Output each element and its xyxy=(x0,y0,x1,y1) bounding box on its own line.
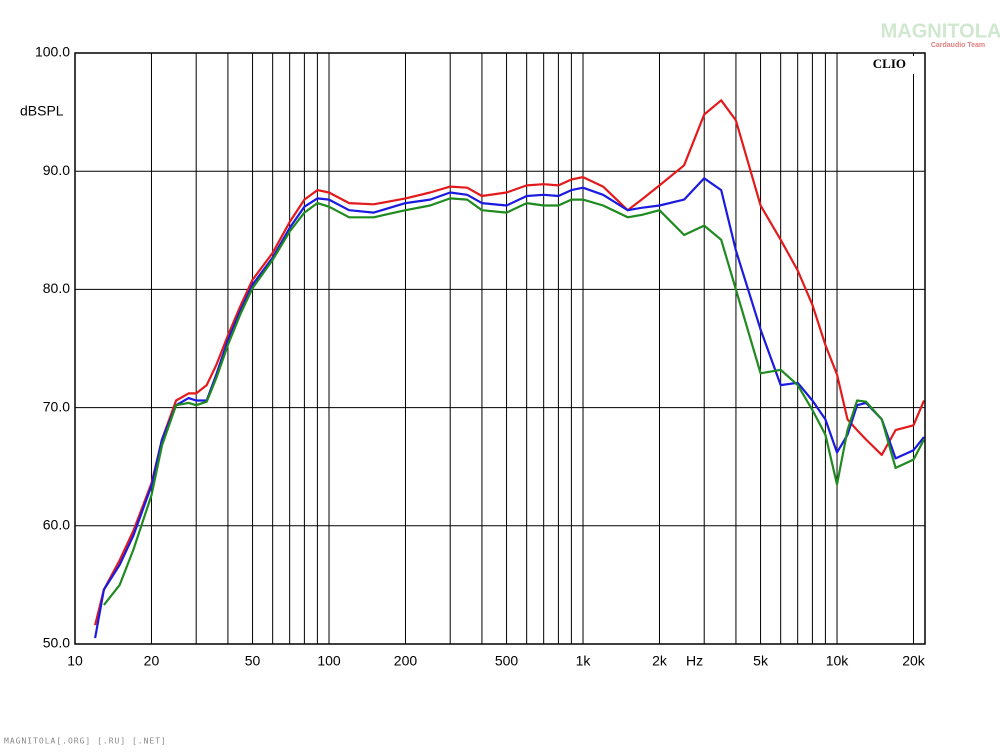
series-line xyxy=(103,197,925,606)
y-tick-label: 90.0 xyxy=(43,162,70,178)
x-unit: Hz xyxy=(686,653,703,669)
series-line xyxy=(94,177,925,639)
y-tick-label: 100.0 xyxy=(35,44,70,60)
x-tick-label: 5k xyxy=(753,653,769,669)
x-tick-label: 2k xyxy=(652,653,668,669)
x-tick-label: 200 xyxy=(394,653,418,669)
y-axis-label: dBSPL xyxy=(20,103,64,119)
brand-box xyxy=(860,56,922,74)
x-tick-label: 500 xyxy=(495,653,519,669)
y-tick-label: 60.0 xyxy=(43,517,70,533)
watermark-title: MAGNITOLA xyxy=(881,20,1000,42)
x-tick-label: 20 xyxy=(144,653,160,669)
x-tick-label: 20k xyxy=(902,653,926,669)
x-tick-label: 10 xyxy=(67,653,83,669)
brand: CLIO xyxy=(873,56,906,71)
y-tick-label: 70.0 xyxy=(43,398,70,414)
plot-frame xyxy=(74,52,926,645)
x-tick-label: 1k xyxy=(576,653,592,669)
footer: MAGNITOLA[.ORG] [.RU] [.NET] xyxy=(4,737,167,746)
series-line xyxy=(94,99,925,626)
watermark-subtitle: Cardaudio Team xyxy=(931,42,985,49)
y-tick-label: 80.0 xyxy=(43,280,70,296)
x-tick-label: 50 xyxy=(245,653,261,669)
y-tick-label: 50.0 xyxy=(43,635,70,651)
x-tick-label: 100 xyxy=(317,653,341,669)
x-tick-label: 10k xyxy=(826,653,850,669)
